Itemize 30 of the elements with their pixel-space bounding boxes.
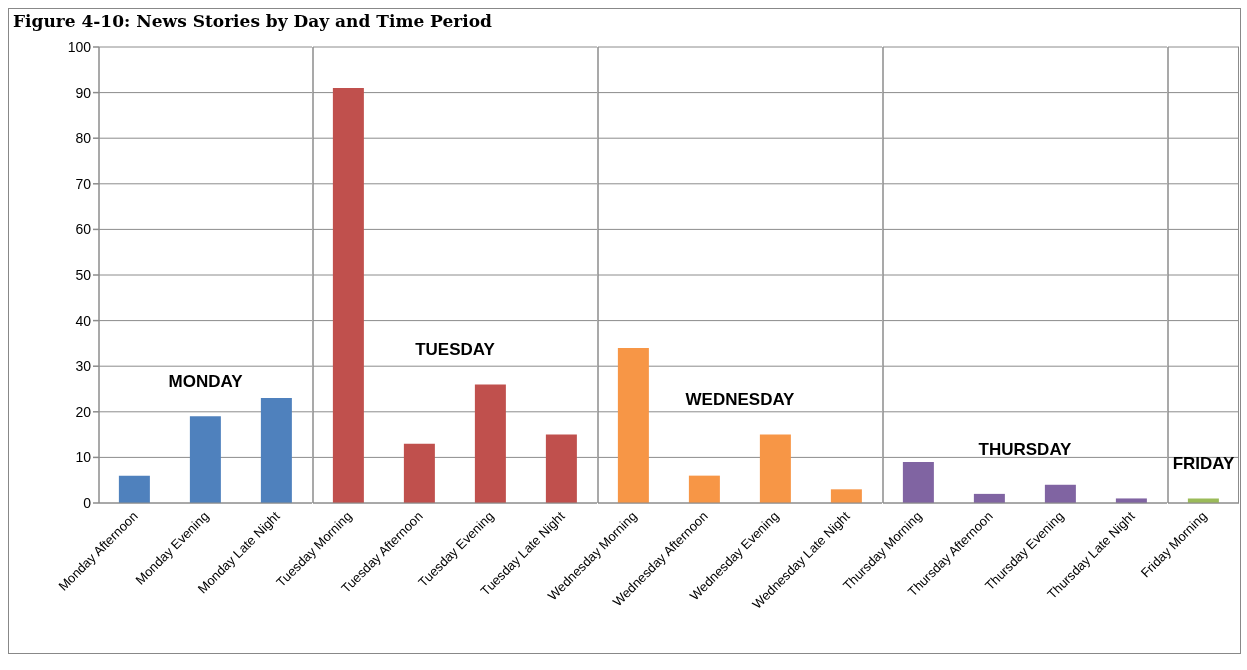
- y-tick-label: 100: [67, 38, 92, 55]
- annotation: MONDAY: [168, 371, 244, 391]
- bar: [902, 461, 934, 503]
- chart-title: Figure 4-10: News Stories by Day and Time Period: [12, 10, 493, 33]
- bar: [617, 347, 649, 503]
- y-tick-label: 50: [75, 266, 92, 283]
- bar: [332, 88, 364, 503]
- y-tick-label: 90: [75, 84, 92, 101]
- y-tick-label: 70: [75, 175, 92, 192]
- annotation: THURSDAY: [978, 440, 1073, 460]
- bar: [759, 434, 791, 503]
- annotation: FRIDAY: [1172, 453, 1236, 473]
- bar: [1044, 484, 1076, 503]
- bar: [830, 489, 862, 503]
- y-tick-label: 30: [75, 358, 92, 375]
- y-tick-label: 40: [75, 312, 92, 329]
- y-tick-label: 80: [75, 130, 92, 147]
- y-tick-label: 20: [75, 403, 92, 420]
- y-tick-label: 60: [75, 221, 92, 238]
- bar: [118, 475, 150, 503]
- bar: [260, 398, 292, 503]
- annotation: WEDNESDAY: [685, 390, 796, 410]
- annotation: TUESDAY: [415, 339, 496, 359]
- bar: [403, 443, 435, 503]
- y-tick-label: 10: [75, 449, 92, 466]
- bar: [189, 416, 221, 503]
- bar: [545, 434, 577, 503]
- bar: [474, 384, 506, 503]
- bar: [688, 475, 720, 503]
- y-tick-label: 0: [83, 494, 92, 511]
